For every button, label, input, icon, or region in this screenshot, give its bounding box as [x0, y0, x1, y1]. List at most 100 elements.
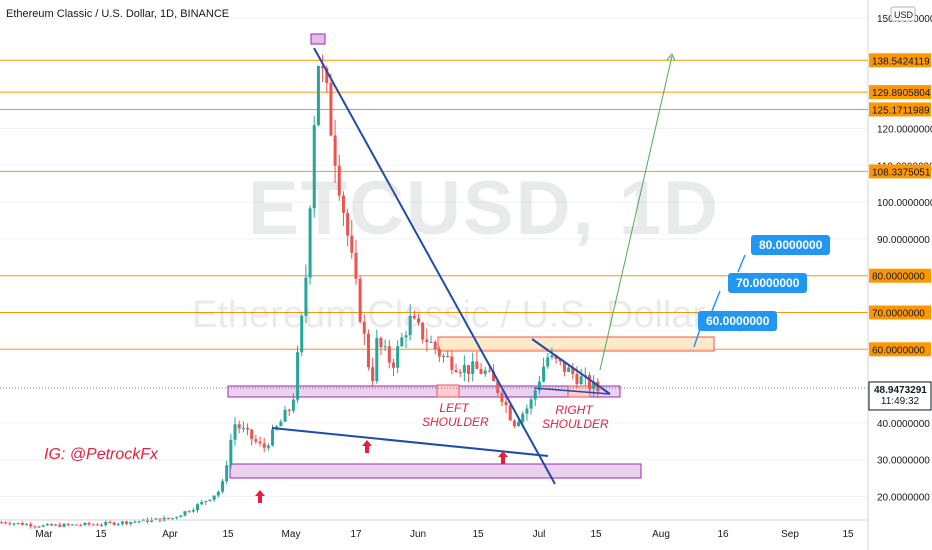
- up-arrow-1: [255, 490, 265, 503]
- price-axis[interactable]: 150.0000000120.0000000110.0000000100.000…: [867, 0, 932, 550]
- candle: [400, 332, 404, 348]
- candle: [462, 355, 466, 382]
- time-tick-label: 15: [222, 529, 234, 540]
- target-callout-70[interactable]: 70.0000000: [728, 273, 808, 293]
- candle: [154, 518, 158, 520]
- level-tag-label: 80.0000000: [872, 272, 925, 283]
- candle: [254, 434, 258, 445]
- candle: [8, 521, 12, 526]
- candle: [446, 350, 450, 358]
- candle: [458, 368, 462, 377]
- level-tag-label: 60.0000000: [872, 345, 925, 356]
- up-arrow-3: [498, 451, 508, 464]
- candle: [504, 397, 508, 413]
- target-callout-80[interactable]: 80.0000000: [751, 235, 831, 255]
- candle: [120, 520, 124, 527]
- candle-countdown: 11:49:32: [880, 396, 920, 407]
- candle: [296, 345, 300, 404]
- left-shoulder-box: [436, 384, 460, 398]
- candle: [195, 503, 199, 513]
- time-tick-label: 15: [95, 529, 107, 540]
- candle: [266, 443, 270, 451]
- currency-badge-label: USD: [894, 10, 914, 20]
- candle: [375, 329, 379, 384]
- candle: [58, 522, 62, 528]
- currency-badge[interactable]: [890, 6, 916, 22]
- candle: [450, 351, 454, 375]
- candle: [229, 433, 233, 469]
- candle: [237, 420, 241, 434]
- candle: [454, 363, 458, 373]
- candle: [125, 520, 129, 526]
- candle: [100, 523, 104, 528]
- right-shoulder-label: RIGHT SHOULDER: [542, 403, 609, 431]
- time-tick-label: Aug: [652, 529, 670, 540]
- candle: [108, 520, 112, 524]
- buy-arrows: [255, 440, 508, 503]
- candle: [291, 393, 295, 414]
- candle: [216, 490, 220, 498]
- candle: [429, 335, 433, 343]
- candle: [241, 421, 245, 433]
- watermark-symbol: ETCUSD, 1D: [248, 166, 720, 251]
- candle: [408, 304, 412, 341]
- candle: [321, 54, 325, 82]
- candle: [442, 353, 446, 363]
- price-tick-label: 20.0000000: [877, 493, 930, 504]
- candle: [12, 522, 16, 527]
- time-tick-label: Mar: [35, 529, 53, 540]
- neckline-zone: [227, 385, 621, 398]
- target-callout-60[interactable]: 60.0000000: [698, 311, 778, 331]
- price-tick-label: 90.0000000: [877, 235, 930, 246]
- candle: [104, 519, 108, 527]
- candle: [358, 275, 362, 324]
- watermark-description: Ethereum Classic / U.S. Dollar: [192, 294, 706, 336]
- candle: [354, 240, 358, 285]
- level-tag-label: 129.8905804: [872, 88, 931, 99]
- level-tag-label: 138.5424119: [872, 56, 930, 67]
- current-price-tag: [868, 381, 932, 411]
- candle: [341, 191, 345, 226]
- time-tick-label: Apr: [162, 529, 178, 540]
- candle: [16, 522, 20, 525]
- candle: [333, 119, 337, 183]
- level-tag: [869, 268, 931, 283]
- candle: [29, 522, 33, 529]
- price-tick-label: 40.0000000: [877, 419, 930, 430]
- ig-handle: IG: @PetrockFx: [44, 446, 159, 463]
- up-arrow-2: [362, 440, 372, 453]
- candle: [79, 523, 83, 527]
- candle: [221, 478, 225, 494]
- candle: [179, 515, 183, 518]
- price-tick-label: 30.0000000: [877, 456, 930, 467]
- time-axis[interactable]: Mar 15 Apr 15 May 17 Jun 15 Jul 15 Aug 16 Sep 15: [0, 519, 868, 540]
- time-tick-label: Jul: [533, 529, 546, 540]
- candle: [437, 346, 441, 363]
- candle: [529, 396, 533, 415]
- candle: [87, 521, 91, 527]
- candle: [396, 340, 400, 374]
- candle: [75, 524, 79, 526]
- candle: [262, 437, 266, 453]
- candle: [300, 313, 304, 357]
- candle: [412, 310, 416, 320]
- candle: [208, 499, 212, 502]
- candle: [258, 436, 262, 447]
- time-tick-label: Jun: [410, 529, 426, 540]
- left-shoulder-label: LEFT SHOULDER: [422, 401, 489, 429]
- trendlines: [271, 47, 676, 485]
- candle: [137, 520, 141, 524]
- candle: [379, 336, 383, 356]
- candlesticks: [0, 54, 600, 529]
- candle: [283, 405, 287, 422]
- candle: [587, 372, 591, 393]
- candle: [287, 408, 291, 417]
- symbol-header: Ethereum Classic / U.S. Dollar, 1D, BINA…: [6, 8, 230, 20]
- candle: [246, 423, 250, 436]
- candle: [45, 523, 49, 526]
- candle: [170, 517, 174, 520]
- candle: [404, 330, 408, 349]
- candle: [542, 357, 546, 383]
- candle: [70, 524, 74, 526]
